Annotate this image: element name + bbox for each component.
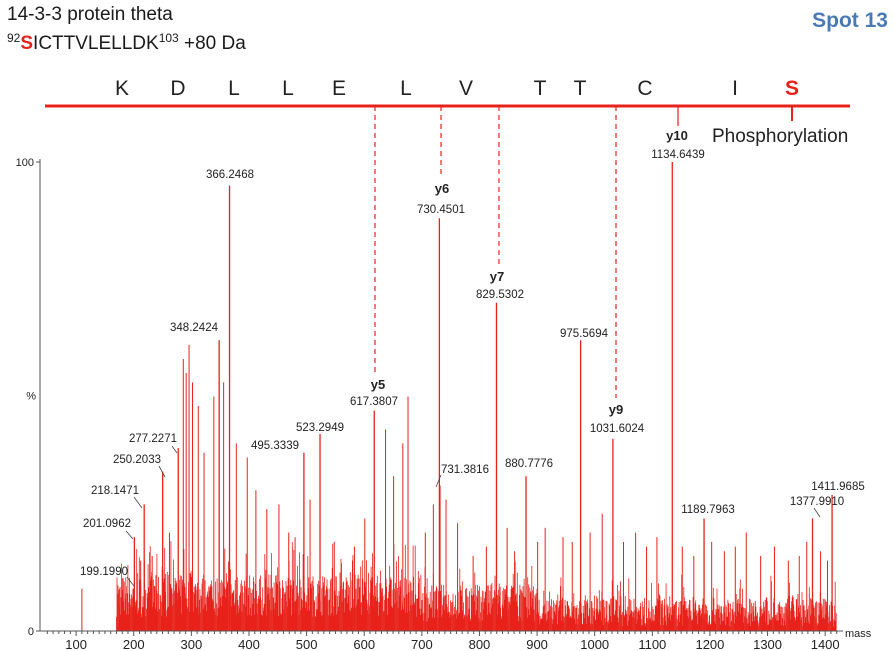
label-leader-line xyxy=(435,474,442,488)
peak-mass-label: 1134.6439 xyxy=(651,149,705,161)
x-tick-label: 700 xyxy=(411,637,433,651)
sequence-residue: T xyxy=(574,77,587,100)
y-tick-label: 0 xyxy=(28,626,34,638)
label-leader-line xyxy=(813,507,821,518)
x-tick-label: 1400 xyxy=(811,637,840,651)
label-leader-line xyxy=(133,496,143,509)
protein-name: 14-3-3 protein theta xyxy=(7,4,173,25)
peak-mass-label: 1031.6024 xyxy=(590,423,645,435)
peak-mass-label: 366.2468 xyxy=(206,169,254,181)
peak-mass-label: 277.2271 xyxy=(129,433,177,445)
sequence-residue: T xyxy=(534,77,547,100)
peptide-sequence: 92SICTTVLELLDK103 +80 Da xyxy=(7,26,246,56)
header-left: 14-3-3 protein theta 92SICTTVLELLDK103 +… xyxy=(7,4,246,56)
x-tick-label: 600 xyxy=(353,637,375,651)
spot-label: Spot 13 xyxy=(812,9,888,32)
sequence-residue: C xyxy=(637,77,652,100)
sequence-residue: I xyxy=(732,77,738,100)
label-leader-line xyxy=(158,465,166,478)
peak-mass-label: 1377.9910 xyxy=(790,496,844,508)
peak-mass-label: 617.3807 xyxy=(350,396,398,408)
x-axis-label: mass xyxy=(845,628,872,640)
peak-mass-label: 730.4501 xyxy=(417,204,465,216)
sequence-residue: L xyxy=(282,77,294,100)
sequence-residue: V xyxy=(459,77,473,100)
x-tick-label: 900 xyxy=(526,637,548,651)
sequence-residue: E xyxy=(332,77,346,100)
x-tick-label: 800 xyxy=(469,637,491,651)
sequence-start-number: 92 xyxy=(7,31,21,45)
ion-label-y9: y9 xyxy=(609,402,623,417)
ion-label-y6: y6 xyxy=(435,181,449,196)
peak-mass-label: 975.5694 xyxy=(560,328,609,340)
y-tick-label: 100 xyxy=(16,157,34,169)
x-tick-label: 1200 xyxy=(695,637,724,651)
x-tick-label: 200 xyxy=(123,637,145,651)
y-axis-label: % xyxy=(26,391,36,403)
mass-shift: +80 Da xyxy=(184,33,246,54)
label-leader-line xyxy=(126,576,135,587)
sequence-residue: L xyxy=(400,77,412,100)
peak-mass-label: 495.3339 xyxy=(251,440,299,452)
x-tick-label: 400 xyxy=(238,637,260,651)
peak-mass-label: 250.2033 xyxy=(113,454,161,466)
peak-mass-label: 880.7776 xyxy=(505,458,553,470)
phosphorylation-label: Phosphorylation xyxy=(712,126,848,147)
label-leader-line xyxy=(171,445,178,454)
peak-mass-label: 731.3816 xyxy=(441,464,489,476)
label-leader-line xyxy=(125,530,134,540)
peak-mass-label: 218.1471 xyxy=(91,485,139,497)
sequence-end-number: 103 xyxy=(158,31,179,45)
x-tick-label: 1000 xyxy=(580,637,609,651)
sequence-residue: K xyxy=(115,77,129,100)
peak-mass-label: 829.5302 xyxy=(476,289,524,301)
ion-label-y5: y5 xyxy=(371,377,385,392)
sequence-residue: L xyxy=(228,77,240,100)
x-tick-label: 300 xyxy=(181,637,203,651)
sequence-residues: ICTTVLELLDK xyxy=(33,33,159,54)
x-tick-label: 1300 xyxy=(753,637,782,651)
sequence-residue: D xyxy=(170,77,185,100)
peak-mass-label: 348.2424 xyxy=(170,322,219,334)
x-tick-label: 500 xyxy=(296,637,318,651)
x-tick-label: 1100 xyxy=(638,637,666,651)
noise-peaks xyxy=(116,541,837,631)
peak-mass-label: 201.0962 xyxy=(83,518,131,530)
ion-label-y10: y10 xyxy=(666,128,688,143)
ion-label-y7: y7 xyxy=(490,269,504,284)
peak-mass-label: 1411.9685 xyxy=(811,481,865,493)
sequence-residue-phospho: S xyxy=(785,77,799,100)
phospho-residue: S xyxy=(20,33,34,54)
peak-mass-label: 1189.7963 xyxy=(681,504,735,516)
peak-mass-label: 523.2949 xyxy=(296,422,344,434)
peak-mass-label: 199.1990 xyxy=(80,566,128,578)
x-tick-label: 100 xyxy=(65,637,87,651)
